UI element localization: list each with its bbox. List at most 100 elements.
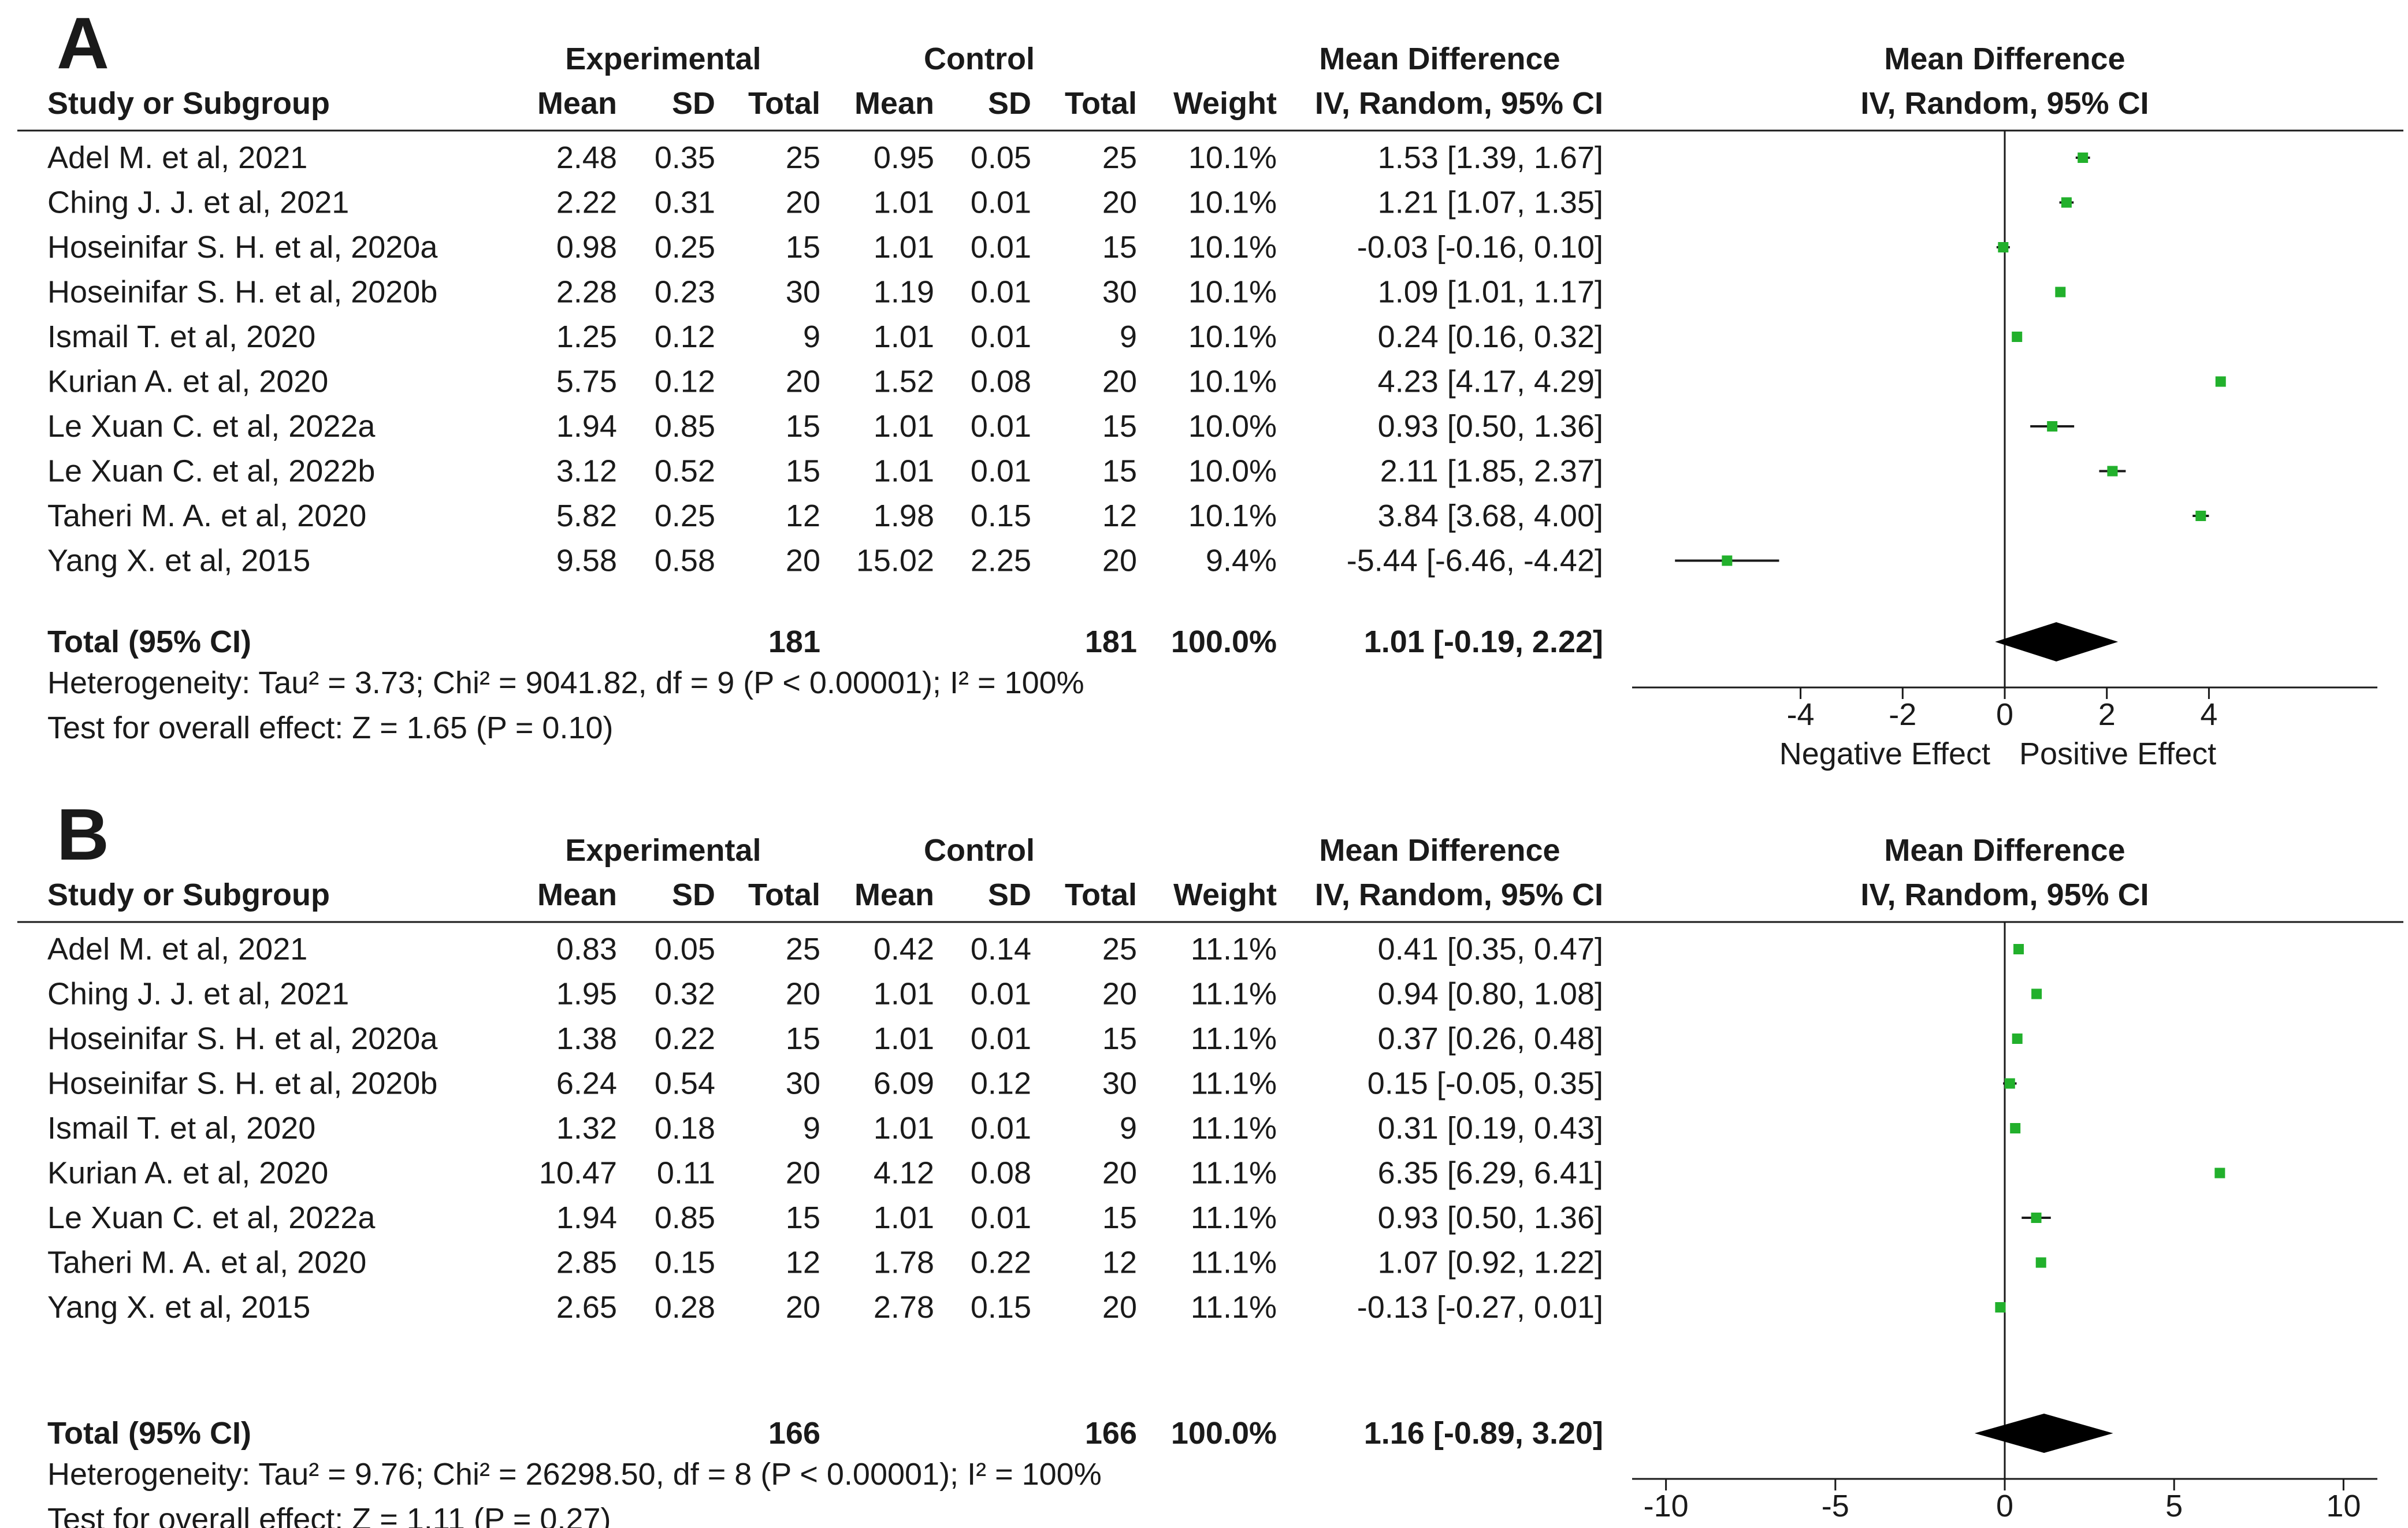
- header-mean-difference: Mean Difference: [1319, 833, 1560, 868]
- heterogeneity-stats: Heterogeneity: Tau² = 3.73; Chi² = 9041.…: [47, 666, 1084, 700]
- study-weight: 10.1%: [1188, 365, 1277, 399]
- exp-sd: 0.22: [655, 1021, 715, 1056]
- x-tick-label: -4: [1787, 697, 1815, 732]
- total-label: Total (95% CI): [47, 1416, 251, 1451]
- study-effect-marker: [2195, 511, 2206, 521]
- exp-total: 12: [786, 1246, 820, 1280]
- header-mean-difference-plot: Mean Difference: [1884, 42, 2125, 76]
- study-weight: 11.1%: [1191, 1290, 1277, 1325]
- total-exp-n: 166: [768, 1416, 820, 1451]
- study-weight: 11.1%: [1191, 977, 1277, 1012]
- study-ci: 1.53 [1.39, 1.67]: [1378, 140, 1603, 175]
- x-tick-label: 5: [2165, 1489, 2183, 1523]
- exp-sd: 0.12: [655, 365, 715, 399]
- exp-mean: 1.94: [556, 1200, 617, 1235]
- study-effect-marker: [2055, 287, 2066, 298]
- ctrl-total: 15: [1102, 454, 1137, 489]
- exp-mean: 5.75: [556, 365, 617, 399]
- ctrl-total: 15: [1102, 230, 1137, 265]
- exp-mean: 1.25: [556, 319, 617, 354]
- ctrl-total: 20: [1102, 544, 1137, 578]
- ctrl-total: 25: [1102, 932, 1137, 966]
- study-name: Le Xuan C. et al, 2022a: [47, 1200, 376, 1235]
- study-ci: 4.23 [4.17, 4.29]: [1378, 365, 1603, 399]
- header-exp-mean: Mean: [537, 86, 617, 121]
- ctrl-total: 20: [1102, 1156, 1137, 1191]
- overall-effect-test: Test for overall effect: Z = 1.65 (P = 0…: [47, 711, 614, 745]
- ctrl-sd: 0.14: [971, 932, 1031, 966]
- study-effect-marker: [2047, 421, 2058, 432]
- exp-mean: 3.12: [556, 454, 617, 489]
- exp-total: 15: [786, 1021, 820, 1056]
- exp-sd: 0.58: [655, 544, 715, 578]
- exp-sd: 0.25: [655, 230, 715, 265]
- study-weight: 10.1%: [1188, 499, 1277, 533]
- study-name: Taheri M. A. et al, 2020: [47, 499, 366, 533]
- heterogeneity-stats: Heterogeneity: Tau² = 9.76; Chi² = 26298…: [47, 1457, 1102, 1492]
- study-effect-marker: [2010, 1123, 2021, 1133]
- panel-label: A: [57, 2, 109, 84]
- total-ci: 1.01 [-0.19, 2.22]: [1364, 624, 1603, 659]
- x-tick-label: 4: [2200, 697, 2217, 732]
- exp-total: 15: [786, 230, 820, 265]
- exp-sd: 0.12: [655, 319, 715, 354]
- exp-total: 25: [786, 140, 820, 175]
- exp-mean: 0.83: [556, 932, 617, 966]
- exp-mean: 2.22: [556, 185, 617, 220]
- study-name: Hoseinifar S. H. et al, 2020b: [47, 275, 437, 310]
- study-effect-marker: [2107, 466, 2118, 477]
- exp-mean: 10.47: [539, 1156, 617, 1191]
- study-ci: 6.35 [6.29, 6.41]: [1378, 1156, 1603, 1191]
- ctrl-mean: 4.12: [874, 1156, 934, 1191]
- study-weight: 9.4%: [1206, 544, 1277, 578]
- header-exp-total: Total: [748, 878, 820, 912]
- exp-mean: 2.65: [556, 1290, 617, 1325]
- study-ci: 3.84 [3.68, 4.00]: [1378, 499, 1603, 533]
- exp-total: 20: [786, 185, 820, 220]
- ctrl-mean: 1.78: [874, 1246, 934, 1280]
- study-name: Yang X. et al, 2015: [47, 544, 310, 578]
- panel-label: B: [57, 794, 109, 875]
- ctrl-sd: 2.25: [971, 544, 1031, 578]
- ctrl-sd: 0.08: [971, 365, 1031, 399]
- header-study: Study or Subgroup: [47, 878, 330, 912]
- pooled-effect-diamond: [1995, 622, 2119, 661]
- exp-mean: 1.32: [556, 1111, 617, 1146]
- ctrl-mean: 1.01: [874, 185, 934, 220]
- header-method-plot: IV, Random, 95% CI: [1860, 86, 2149, 121]
- ctrl-mean: 1.01: [874, 1111, 934, 1146]
- ctrl-sd: 0.01: [971, 275, 1031, 310]
- exp-sd: 0.18: [655, 1111, 715, 1146]
- study-name: Adel M. et al, 2021: [47, 140, 307, 175]
- ctrl-sd: 0.01: [971, 1021, 1031, 1056]
- exp-sd: 0.05: [655, 932, 715, 966]
- ctrl-total: 9: [1120, 319, 1137, 354]
- header-control: Control: [924, 42, 1035, 76]
- exp-mean: 0.98: [556, 230, 617, 265]
- study-ci: 1.21 [1.07, 1.35]: [1378, 185, 1603, 220]
- ctrl-mean: 1.98: [874, 499, 934, 533]
- header-exp-mean: Mean: [537, 878, 617, 912]
- exp-sd: 0.85: [655, 409, 715, 444]
- study-name: Ismail T. et al, 2020: [47, 319, 315, 354]
- study-effect-marker: [2004, 1078, 2015, 1089]
- exp-total: 15: [786, 409, 820, 444]
- study-name: Ching J. J. et al, 2021: [47, 977, 349, 1012]
- ctrl-mean: 0.42: [874, 932, 934, 966]
- study-ci: 2.11 [1.85, 2.37]: [1380, 454, 1603, 489]
- header-ctrl-total: Total: [1065, 878, 1137, 912]
- study-weight: 11.1%: [1191, 1246, 1277, 1280]
- pooled-effect-diamond: [1974, 1414, 2113, 1453]
- exp-mean: 1.95: [556, 977, 617, 1012]
- header-mean-difference: Mean Difference: [1319, 42, 1560, 76]
- header-method-plot: IV, Random, 95% CI: [1860, 878, 2149, 912]
- exp-total: 15: [786, 454, 820, 489]
- ctrl-total: 25: [1102, 140, 1137, 175]
- study-ci: 0.31 [0.19, 0.43]: [1378, 1111, 1603, 1146]
- header-exp-sd: SD: [672, 878, 715, 912]
- study-weight: 10.0%: [1188, 454, 1277, 489]
- exp-total: 20: [786, 544, 820, 578]
- exp-sd: 0.25: [655, 499, 715, 533]
- exp-sd: 0.31: [655, 185, 715, 220]
- ctrl-sd: 0.01: [971, 230, 1031, 265]
